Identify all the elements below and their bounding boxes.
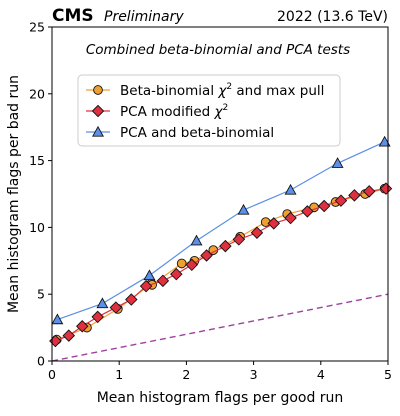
plot-frame	[51, 26, 389, 362]
series-circle	[51, 183, 390, 345]
preliminary-label: Preliminary	[104, 9, 184, 25]
data-point-diamond	[362, 185, 376, 198]
legend-label: PCA modified χ2	[120, 103, 228, 120]
data-point-diamond	[317, 199, 331, 213]
data-point-diamond	[250, 226, 264, 239]
y-tick-label: 5	[37, 287, 45, 302]
legend-entry-circle: Beta-binomial χ2 and max pull	[86, 82, 324, 99]
axis-layer: 0 1 2 3 4 5 0 5 10 15 20 25	[29, 20, 392, 383]
data-point-diamond	[91, 310, 104, 324]
data-point-diamond	[76, 320, 89, 333]
data-point-triangle	[143, 269, 156, 281]
x-tick-label: 1	[115, 367, 123, 382]
data-point-triangle	[378, 135, 391, 147]
x-tick-label: 0	[48, 367, 56, 382]
x-tick-label: 4	[317, 367, 325, 382]
legend-label: Beta-binomial χ2 and max pull	[120, 82, 324, 99]
data-point-triangle	[237, 203, 250, 215]
reference-diagonal-line	[51, 293, 389, 362]
legend-label: PCA and beta-binomial	[120, 125, 274, 141]
legend-entry-triangle: PCA and beta-binomial	[86, 125, 274, 141]
data-point-diamond	[334, 194, 348, 207]
data-point-triangle	[96, 297, 109, 309]
y-tick-label: 15	[29, 153, 45, 168]
data-point-diamond	[379, 182, 393, 195]
reference-line-layer	[51, 293, 389, 362]
series-line-circle	[56, 188, 385, 341]
data-point-triangle	[284, 183, 297, 195]
data-point-triangle	[51, 313, 64, 325]
y-tick-label: 20	[29, 86, 45, 101]
data-point-diamond	[156, 274, 170, 288]
series-diamond	[49, 182, 393, 348]
legend-marker-triangle	[92, 125, 104, 137]
run-info-label: 2022 (13.6 TeV)	[277, 9, 388, 25]
data-point-diamond	[267, 217, 280, 230]
data-point-diamond	[109, 301, 123, 314]
cms-label: CMS	[52, 6, 94, 26]
legend-entry-diamond: PCA modified χ2	[86, 103, 228, 120]
x-tick-label: 3	[250, 367, 258, 382]
data-point-diamond	[348, 189, 361, 202]
series-triangle	[51, 135, 391, 325]
data-point-diamond	[200, 249, 213, 262]
data-point-circle	[260, 217, 271, 227]
y-tick-label: 25	[29, 20, 45, 35]
data-point-triangle	[190, 234, 203, 246]
data-point-circle	[176, 258, 187, 269]
chart-subtitle: Combined beta-binomial and PCA tests	[86, 42, 350, 58]
y-axis-label: Mean histogram flags per bad run	[6, 75, 22, 313]
data-point-diamond	[284, 211, 297, 225]
series-line-triangle	[57, 141, 385, 321]
x-tick-label: 5	[384, 367, 392, 382]
data-point-diamond	[301, 205, 314, 218]
y-tick-label: 10	[29, 220, 45, 235]
legend-marker-circle	[93, 85, 103, 95]
x-axis-label: Mean histogram flags per good run	[97, 390, 344, 406]
series-line-diamond	[55, 188, 387, 342]
data-point-diamond	[62, 329, 76, 342]
data-point-diamond	[170, 267, 183, 281]
data-point-diamond	[139, 279, 153, 293]
y-tick-label: 0	[37, 354, 45, 369]
data-point-triangle	[331, 157, 344, 168]
data-point-diamond	[232, 233, 246, 246]
data-point-diamond	[185, 258, 199, 272]
data-point-diamond	[219, 239, 232, 253]
legend: Beta-binomial χ2 and max pull PCA modifie…	[77, 74, 341, 147]
legend-box	[77, 74, 341, 147]
series-layer	[49, 135, 393, 348]
legend-marker-diamond	[91, 104, 105, 118]
data-point-diamond	[125, 293, 138, 306]
x-tick-label: 2	[182, 367, 190, 382]
